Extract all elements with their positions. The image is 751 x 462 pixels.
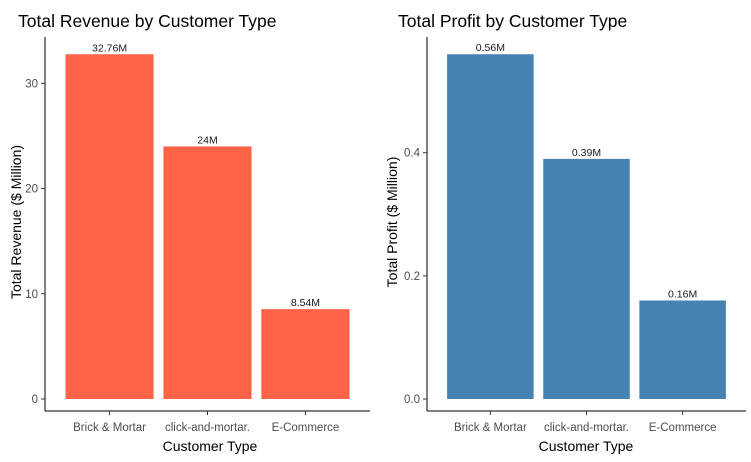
revenue-y-tick-label: 30 — [25, 78, 38, 90]
revenue-x-tick-label: E-Commerce — [272, 422, 340, 434]
profit-bars — [447, 54, 726, 399]
revenue-y-axis-title: Total Revenue ($ Million) — [8, 145, 24, 299]
profit-chart-title: Total Profit by Customer Type — [398, 11, 627, 31]
revenue-bar-data-label: 8.54M — [291, 297, 320, 309]
profit-y-axis-title: Total Profit ($ Million) — [384, 157, 400, 288]
profit-x-axis-title: Customer Type — [539, 438, 634, 454]
profit-y-tick-label: 0.4 — [404, 148, 421, 160]
profit-y-tick-label: 0.2 — [404, 271, 420, 283]
revenue-y-tick-label: 10 — [25, 289, 38, 301]
revenue-x-axis-title: Customer Type — [163, 438, 258, 454]
profit-bar-data-label: 0.56M — [476, 42, 505, 54]
profit-bar — [639, 300, 726, 399]
revenue-bar — [163, 146, 252, 399]
revenue-bar — [65, 54, 154, 399]
revenue-chart-panel: Total Revenue by Customer Type Customer … — [8, 11, 370, 454]
profit-bar — [543, 158, 630, 399]
profit-x-axis: Brick & Mortar click-and-mortar. E-Commerc… — [427, 410, 746, 434]
profit-data-labels: 0.56M 0.39M 0.16M — [476, 42, 697, 300]
revenue-bar-data-label: 24M — [197, 134, 217, 146]
revenue-y-tick-label: 20 — [25, 184, 38, 196]
revenue-bar-data-label: 32.76M — [92, 42, 127, 54]
profit-y-tick-label: 0.0 — [404, 394, 420, 406]
profit-y-axis: 0.0 0.2 0.4 — [404, 37, 428, 411]
profit-x-tick-label: Brick & Mortar — [454, 422, 527, 434]
profit-x-tick-label: E-Commerce — [649, 422, 717, 434]
revenue-x-axis: Brick & Mortar click-and-mortar. E-Commerc… — [45, 410, 370, 434]
revenue-bars — [65, 54, 350, 399]
revenue-x-tick-label: Brick & Mortar — [73, 422, 146, 434]
revenue-x-tick-label: click-and-mortar. — [165, 422, 250, 434]
profit-bar-data-label: 0.16M — [668, 288, 697, 300]
revenue-y-tick-label: 0 — [32, 394, 38, 406]
revenue-data-labels: 32.76M 24M 8.54M — [92, 42, 320, 309]
revenue-chart-title: Total Revenue by Customer Type — [18, 11, 276, 31]
revenue-bar — [261, 309, 350, 399]
profit-x-tick-label: click-and-mortar. — [544, 422, 629, 434]
profit-chart-panel: Total Profit by Customer Type Customer T… — [384, 11, 746, 454]
profit-bar-data-label: 0.39M — [572, 147, 601, 159]
revenue-y-axis: 0 10 20 30 — [25, 37, 46, 411]
profit-bar — [447, 54, 534, 399]
